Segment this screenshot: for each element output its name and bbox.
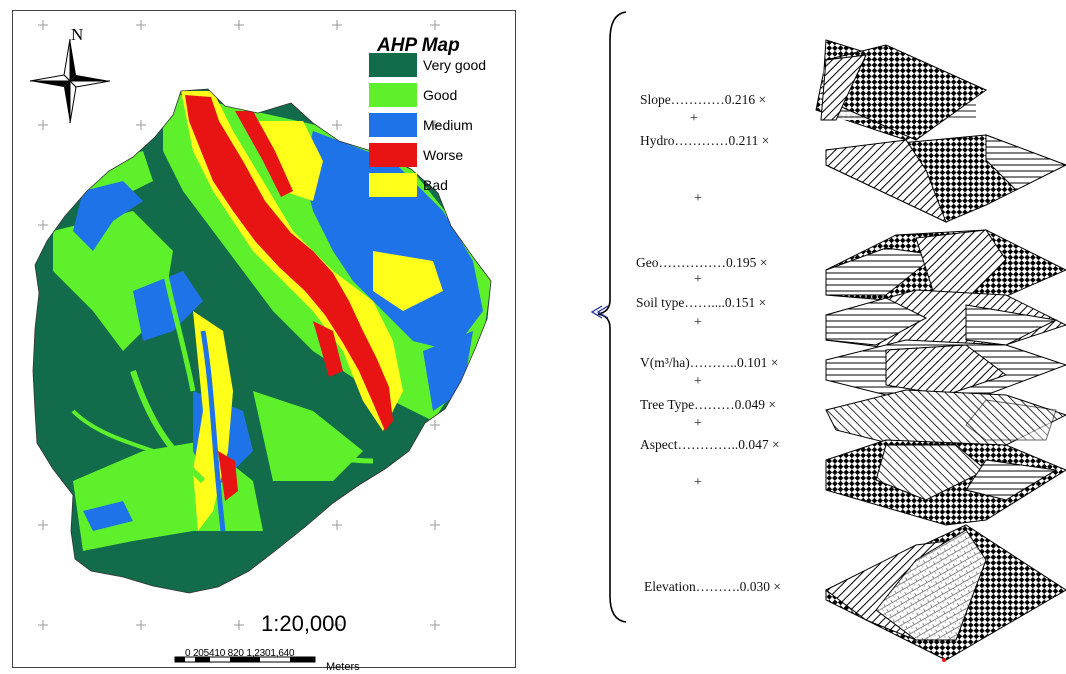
label-volume: V(m³/ha)………..0.101 × [640, 355, 779, 370]
arrow-left-icon [590, 305, 609, 319]
layer-elevation [825, 524, 1066, 662]
legend-item-worse: Worse [369, 143, 463, 167]
plus-sign: + [694, 315, 702, 330]
legend-title: AHP Map [377, 35, 460, 56]
scale-ticks: 0 205410 820 1,2301,640 [185, 648, 295, 659]
label-aspect: Aspect…………..0.047 × [640, 437, 780, 452]
legend-swatch [369, 83, 417, 107]
north-label: N [71, 25, 84, 44]
plus-sign: + [694, 374, 702, 389]
layer-soil-type [825, 289, 1066, 359]
label-slope: Slope…………0.216 × [640, 92, 767, 107]
plus-sign: + [690, 111, 698, 126]
legend-label: Good [423, 87, 458, 103]
label-hydro: Hydro…………0.211 × [640, 133, 770, 148]
legend-label: Bad [423, 177, 448, 193]
label-geo: Geo……………0.195 × [636, 255, 768, 270]
layer-hydro [825, 134, 1066, 223]
legend-item-very-good: Very good [369, 53, 486, 77]
plus-sign: + [694, 191, 702, 206]
plus-sign: + [694, 272, 702, 287]
layer-tree-type [825, 389, 1066, 456]
plus-sign: + [694, 475, 702, 490]
brace-icon [597, 11, 627, 623]
legend-item-medium: Medium [369, 113, 473, 137]
scale-bar [174, 656, 316, 663]
legend-swatch [369, 143, 417, 167]
legend-item-bad: Bad [369, 173, 448, 197]
map-canvas [29, 20, 492, 663]
plus-sign: + [694, 416, 702, 431]
scale-ratio: 1:20,000 [261, 611, 347, 636]
legend-swatch [369, 53, 417, 77]
layer-stack-diagram [590, 11, 1066, 662]
legend-label: Worse [423, 147, 464, 163]
north-arrow-icon [29, 38, 111, 124]
legend-label: Very good [423, 57, 487, 73]
map-frame: N AHP Map Very good Good Medium Worse Ba… [12, 10, 516, 673]
legend-item-good: Good [369, 83, 457, 107]
legend-label: Medium [423, 117, 473, 133]
label-tree-type: Tree Type………0.049 × [640, 397, 777, 412]
layer-volume [825, 339, 1066, 396]
legend-swatch [369, 173, 417, 197]
scale-unit: Meters [326, 661, 360, 673]
layer-slope [815, 39, 988, 141]
label-soil-type: Soil type……....0.151 × [636, 295, 767, 310]
label-elevation: Elevation……….0.030 × [644, 579, 781, 594]
legend-swatch [369, 113, 417, 137]
layer-geo [825, 229, 1066, 306]
layer-aspect [825, 439, 1066, 526]
